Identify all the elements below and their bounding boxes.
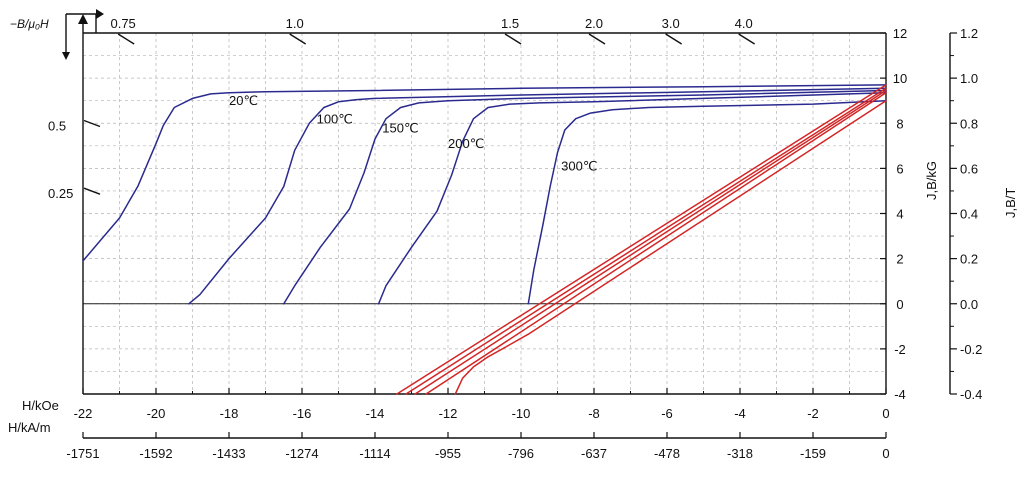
permeance-tick-top bbox=[665, 33, 683, 45]
series-line bbox=[405, 87, 887, 395]
x-tick-label-koe: -2 bbox=[807, 406, 819, 421]
series-line bbox=[414, 89, 887, 395]
series-line bbox=[188, 87, 887, 305]
x-axis-title-kam: H/kA/m bbox=[8, 420, 51, 435]
x-tick-label-koe: -4 bbox=[734, 406, 746, 421]
permeance-tick-top bbox=[117, 33, 135, 45]
series-line bbox=[454, 99, 887, 395]
x-tick-label-kam: -955 bbox=[435, 446, 461, 461]
permeance-tick-left bbox=[83, 187, 101, 195]
y-tick-label-kg: 4 bbox=[896, 207, 903, 222]
y-tick-label-tesla: 0.0 bbox=[960, 297, 978, 312]
series-line bbox=[82, 84, 887, 262]
series-line bbox=[527, 99, 887, 305]
y-tick-label-kg: 8 bbox=[896, 116, 903, 131]
load-line-arrow-head bbox=[62, 52, 70, 60]
x-tick-label-koe: -22 bbox=[74, 406, 93, 421]
labels: H/kOe H/kA/m J,B/kG J,B/T −B/μ₀H -22 -20-… bbox=[8, 16, 1018, 461]
y-tick-label-tesla: 1.0 bbox=[960, 71, 978, 86]
y-tick-label-tesla: 0.2 bbox=[960, 252, 978, 267]
x-tick-label-kam: -1751 bbox=[66, 446, 99, 461]
x-tick-label-koe: 0 bbox=[882, 406, 889, 421]
series-line bbox=[283, 89, 887, 305]
permeance-label-top: 4.0 bbox=[735, 16, 753, 31]
top-axis-arrow bbox=[96, 9, 104, 19]
x-tick-label-koe: -20 bbox=[147, 406, 166, 421]
permeance-label-top: 1.5 bbox=[501, 16, 519, 31]
left-axis-arrow bbox=[78, 14, 88, 24]
x-tick-label-kam: 0 bbox=[882, 446, 889, 461]
x-tick-label-kam: -478 bbox=[654, 446, 680, 461]
permeance-tick-top bbox=[588, 33, 606, 45]
x-tick-label-kam: -1592 bbox=[139, 446, 172, 461]
x-tick-label-kam: -1114 bbox=[359, 446, 390, 461]
grid bbox=[82, 32, 887, 395]
permeance-label-top: 0.75 bbox=[110, 16, 135, 31]
y-tick-label-tesla: 0.6 bbox=[960, 161, 978, 176]
y-tick-label-kg: -2 bbox=[894, 342, 906, 357]
permeance-label-top: 1.0 bbox=[286, 16, 304, 31]
series-label: 200℃ bbox=[448, 136, 484, 151]
permeance-label-left: 0.5 bbox=[48, 119, 66, 134]
y-axis-title-tesla: J,B/T bbox=[1003, 188, 1018, 218]
y-tick-label-kg: -4 bbox=[894, 387, 906, 402]
x-tick-label-koe: -12 bbox=[439, 406, 458, 421]
series-label: 20℃ bbox=[229, 93, 258, 108]
x-tick-label-koe: -10 bbox=[512, 406, 531, 421]
y-tick-label-kg: 2 bbox=[896, 252, 903, 267]
series-label: 150℃ bbox=[382, 120, 418, 135]
x-tick-label-kam: -318 bbox=[727, 446, 753, 461]
y-tick-label-tesla: -0.2 bbox=[960, 342, 982, 357]
permeance-tick-top bbox=[289, 33, 307, 45]
x-tick-label-koe: -8 bbox=[588, 406, 600, 421]
permeance-tick-top bbox=[738, 33, 756, 45]
y-tick-label-tesla: 1.2 bbox=[960, 26, 978, 41]
x-tick-label-koe: -18 bbox=[220, 406, 239, 421]
permeance-label-left: 0.25 bbox=[48, 186, 73, 201]
series-line bbox=[377, 92, 887, 305]
series-label: 300℃ bbox=[561, 159, 597, 174]
x-tick-label-kam: -637 bbox=[581, 446, 607, 461]
permeance-label-top: 2.0 bbox=[585, 16, 603, 31]
y-tick-label-kg: 10 bbox=[893, 71, 907, 86]
permeance-tick-left bbox=[83, 119, 101, 128]
series-line bbox=[396, 84, 887, 395]
y-tick-label-tesla: 0.8 bbox=[960, 116, 978, 131]
load-line-label: −B/μ₀H bbox=[10, 17, 49, 31]
y-tick-label-tesla: 0.4 bbox=[960, 207, 978, 222]
series-line bbox=[425, 92, 887, 395]
permeance-tick-top bbox=[504, 33, 522, 45]
y-axis-title-kg: J,B/kG bbox=[924, 161, 939, 200]
y-tick-label-kg: 12 bbox=[893, 26, 907, 41]
x-tick-label-kam: -796 bbox=[508, 446, 534, 461]
x-tick-label-kam: -1433 bbox=[212, 446, 245, 461]
y-tick-label-kg: 0 bbox=[896, 297, 903, 312]
permeance-label-top: 3.0 bbox=[662, 16, 680, 31]
y-tick-label-kg: 6 bbox=[896, 161, 903, 176]
y-tick-label-tesla: -0.4 bbox=[960, 387, 982, 402]
axes bbox=[62, 9, 957, 439]
x-axis-title-koe: H/kOe bbox=[22, 398, 59, 413]
x-tick-label-kam: -159 bbox=[800, 446, 826, 461]
series bbox=[82, 84, 887, 395]
x-tick-label-koe: -16 bbox=[293, 406, 312, 421]
series-label: 100℃ bbox=[317, 111, 353, 126]
x-tick-label-kam: -1274 bbox=[285, 446, 318, 461]
x-tick-label-koe: -6 bbox=[661, 406, 673, 421]
x-tick-label-koe: -14 bbox=[366, 406, 385, 421]
